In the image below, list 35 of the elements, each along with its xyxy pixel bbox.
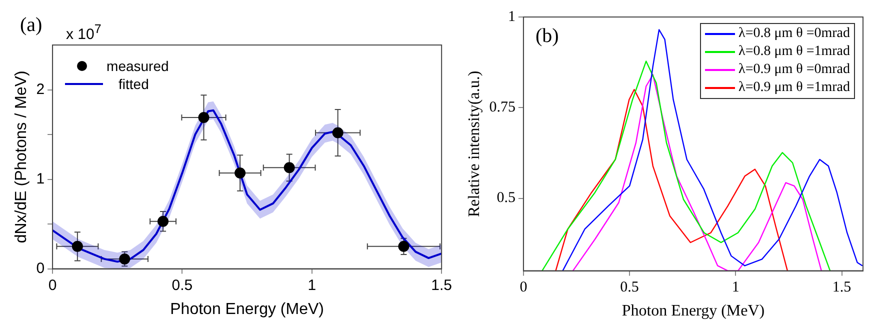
y-tick-label: 2 — [36, 80, 45, 98]
y-tick-label: 0.75 — [489, 100, 516, 116]
legend-label: fitted — [118, 76, 149, 92]
legend-label: λ=0.9 μm θ =1mrad — [738, 80, 850, 96]
x-tick-label: 0 — [48, 276, 57, 294]
legend-label: λ=0.9 μm θ =0mrad — [738, 62, 850, 78]
point — [198, 112, 210, 124]
point — [398, 240, 410, 252]
x-tick-label: 1 — [308, 276, 316, 294]
legend-label: λ=0.8 μm θ =1mrad — [738, 44, 850, 60]
y-tick-label: 1 — [508, 8, 516, 25]
x-tick-label: 0 — [520, 280, 528, 296]
x-tick-label: 1.5 — [832, 280, 852, 296]
x-axis-title: Photon Energy (MeV) — [170, 300, 324, 318]
y-axis-title: Relative intensity(a.u.) — [466, 70, 483, 217]
x-tick-label: 1 — [732, 280, 740, 296]
point — [332, 127, 344, 138]
x-tick-label: 0.5 — [620, 280, 639, 296]
point — [158, 216, 169, 227]
y-tick-label: 1 — [36, 170, 45, 188]
point — [119, 253, 130, 264]
x-tick-label: 0.5 — [172, 276, 193, 294]
legend-label: measured — [106, 58, 169, 74]
y-axis-title: dNx/dE (Photons / MeV) — [13, 70, 30, 244]
y-tick-label: 0.5 — [496, 190, 516, 206]
text: (a) — [20, 14, 42, 37]
point — [72, 240, 83, 252]
x-tick-label: 1.5 — [431, 276, 452, 294]
annotation: (b) — [535, 25, 559, 48]
y-tick-label: 0 — [36, 260, 45, 277]
point — [234, 168, 246, 179]
text: x 10$^{7}$ — [66, 22, 102, 43]
legend-label: λ=0.8 μm θ =0mrad — [738, 26, 850, 42]
x-axis-title: Photon Energy (MeV) — [622, 302, 765, 320]
point — [284, 162, 295, 174]
